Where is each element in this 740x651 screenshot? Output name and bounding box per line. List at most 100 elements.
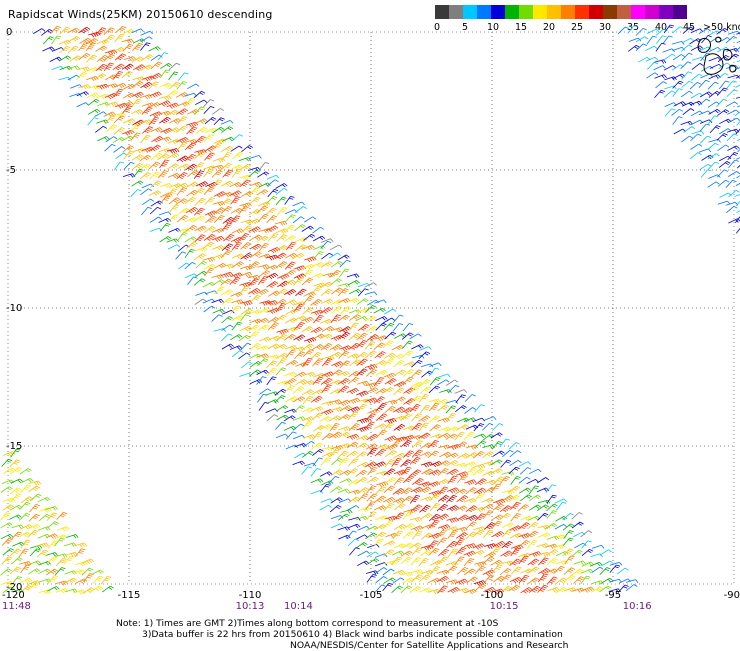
wind-barb [384, 359, 394, 367]
wind-barb [438, 380, 450, 385]
wind-barb [654, 66, 666, 70]
wind-barb [626, 585, 637, 591]
wind-barb [303, 372, 315, 377]
wind-barb [529, 469, 541, 474]
wind-barb [618, 27, 629, 34]
wind-barb [726, 202, 738, 205]
wind-barb [708, 82, 719, 89]
wind-barb [375, 361, 387, 366]
wind-barb [664, 66, 676, 71]
wind-barb [230, 306, 240, 314]
wind-barb [348, 377, 359, 384]
wind-barb [159, 83, 171, 88]
wind-barb [347, 531, 357, 539]
wind-barb [412, 548, 422, 556]
wind-barb [376, 444, 388, 449]
wind-barb [410, 495, 420, 503]
wind-barb [410, 470, 421, 476]
wind-barb [50, 26, 60, 34]
wind-barb [347, 451, 359, 457]
wind-barb [385, 460, 395, 468]
wind-barb [77, 103, 89, 107]
wind-barb [194, 254, 205, 260]
wind-barb [357, 561, 369, 566]
lon-tick-label: -115 [118, 590, 141, 601]
wind-barb [735, 193, 740, 196]
wind-barb [105, 144, 116, 151]
wind-barb [565, 556, 575, 564]
wind-barb [295, 289, 306, 296]
island-outline [698, 38, 711, 52]
wind-barb [502, 490, 514, 494]
wind-barb [338, 527, 350, 531]
wind-barb [259, 243, 269, 251]
wind-barb [313, 236, 325, 241]
wind-barb [401, 440, 412, 447]
wind-barb [11, 494, 21, 502]
wind-barb [645, 46, 657, 51]
wind-barb [250, 244, 262, 250]
wind-barb [106, 125, 117, 132]
wind-barb [185, 143, 196, 150]
wind-barb [347, 434, 359, 439]
wind-barb [222, 153, 232, 161]
wind-barb [702, 155, 714, 160]
wind-barb [446, 527, 458, 532]
wind-barb [403, 399, 415, 405]
wind-barb [194, 188, 205, 195]
wind-barb [185, 154, 196, 161]
wind-barb [133, 39, 145, 44]
wind-barb [258, 325, 270, 331]
wind-barb [150, 112, 162, 118]
wind-barb [284, 409, 296, 413]
wind-barb [510, 502, 521, 509]
wind-barb [311, 352, 322, 359]
wind-barb [464, 544, 476, 549]
wind-barb [340, 260, 351, 267]
wind-barb [142, 127, 153, 134]
wind-barb [313, 426, 325, 432]
wind-barb [267, 377, 277, 385]
wind-barb [647, 29, 659, 33]
wind-barb [385, 444, 397, 450]
wind-barb [122, 102, 134, 107]
wind-barb [501, 551, 513, 557]
wind-barb [239, 203, 251, 208]
wind-barb [556, 502, 566, 510]
wind-barb [221, 199, 232, 206]
wind-barb [222, 344, 234, 349]
wind-barb [214, 215, 224, 222]
wind-barb [195, 235, 206, 242]
wind-barb [149, 47, 161, 52]
wind-barb [21, 478, 33, 482]
wind-barb [421, 550, 432, 556]
wind-barb [367, 512, 377, 520]
wind-barb [375, 317, 387, 321]
wind-barb [114, 116, 125, 123]
wind-barb [284, 280, 296, 285]
wind-barb [349, 315, 361, 321]
wind-barb [294, 274, 306, 280]
wind-barb [248, 288, 260, 294]
wind-barb [276, 303, 286, 311]
wind-barb [581, 531, 592, 537]
wind-barb [1, 513, 11, 521]
wind-barb [403, 324, 413, 332]
wind-barb [420, 405, 430, 413]
wind-barb [77, 72, 88, 79]
wind-barb [286, 310, 298, 315]
wind-barb [402, 351, 413, 358]
wind-barb [719, 119, 731, 124]
wind-barb [96, 46, 108, 51]
wind-barb [150, 228, 162, 231]
wind-barb [286, 397, 298, 402]
wind-barb [231, 165, 243, 170]
wind-barb [86, 43, 96, 51]
wind-barb [437, 504, 448, 511]
wind-barb [257, 172, 269, 178]
wind-barb [347, 469, 358, 476]
wind-barb [348, 524, 360, 528]
wind-barb [717, 88, 727, 96]
wind-barb [284, 236, 295, 242]
wind-barb [393, 498, 405, 504]
